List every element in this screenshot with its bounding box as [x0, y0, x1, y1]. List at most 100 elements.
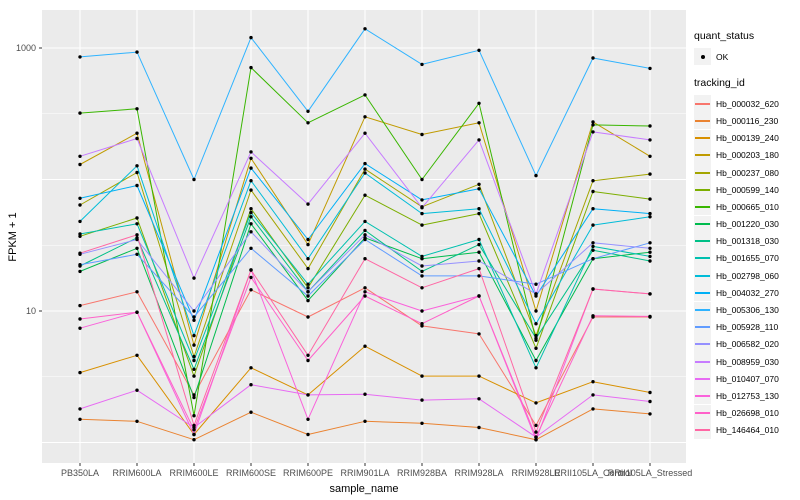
data-point [420, 374, 424, 378]
data-point [591, 123, 595, 127]
line-key-icon [694, 215, 711, 233]
legend-item-label: Hb_001220_030 [716, 219, 779, 230]
data-point [249, 230, 253, 234]
legend-item-Hb_004032_270: Hb_004032_270 [694, 284, 798, 302]
data-point [363, 161, 367, 166]
data-point [78, 263, 82, 267]
data-point [306, 417, 310, 421]
data-point [648, 250, 652, 254]
data-point [78, 251, 82, 255]
data-point [306, 286, 310, 290]
legend-item-label: Hb_000203_180 [716, 150, 779, 161]
x-tick-label-RRIM600PE: RRIM600PE [282, 468, 334, 478]
x-tick-label-RRIM928LA: RRIM928LA [454, 468, 504, 478]
data-point [192, 423, 196, 428]
point-key-icon [694, 48, 711, 66]
data-point [78, 162, 82, 167]
data-point [192, 276, 196, 280]
data-point [648, 399, 652, 404]
x-tick-label-RRIM928LE: RRIM928LE [511, 468, 561, 478]
data-point [78, 303, 82, 308]
data-point [306, 202, 310, 206]
legend-item-Hb_000032_620: Hb_000032_620 [694, 95, 798, 113]
data-point [135, 170, 139, 175]
data-point [534, 401, 538, 405]
data-point [363, 115, 367, 119]
data-point [648, 138, 652, 142]
data-point [477, 250, 481, 254]
data-point [249, 179, 253, 183]
data-point [477, 207, 481, 211]
x-tick-label-PB350LA: PB350LA [60, 468, 100, 478]
data-point [363, 193, 367, 197]
y-tick-label-10: 10 [25, 306, 36, 316]
data-point [477, 332, 481, 336]
data-point [306, 257, 310, 261]
data-point [135, 419, 139, 423]
data-point [249, 383, 253, 387]
data-point [249, 156, 253, 160]
legend-item-label: Hb_000237_080 [716, 167, 779, 178]
legend-item-Hb_000237_080: Hb_000237_080 [694, 164, 798, 182]
data-point [534, 309, 538, 313]
data-point [534, 336, 538, 340]
data-point [534, 322, 538, 326]
line-key-icon [694, 404, 711, 422]
data-point [135, 183, 139, 188]
data-point [477, 121, 481, 125]
data-point [192, 177, 196, 182]
data-point [477, 211, 481, 216]
legend-item-Hb_026698_010: Hb_026698_010 [694, 404, 798, 422]
data-point [477, 274, 481, 278]
legend-item-Hb_005306_130: Hb_005306_130 [694, 301, 798, 319]
data-point [306, 266, 310, 271]
data-point [78, 417, 82, 421]
data-point [534, 346, 538, 350]
data-point [534, 366, 538, 370]
line-key-icon [694, 284, 711, 302]
data-point [420, 286, 424, 290]
legend-item-label: Hb_000032_620 [716, 98, 779, 109]
data-point [249, 410, 253, 414]
data-point [249, 275, 253, 280]
data-point [363, 257, 367, 261]
x-axis-title: sample_name [329, 483, 399, 495]
data-point [249, 188, 253, 192]
data-point [420, 223, 424, 227]
x-tick-label-RRII105LA_Control: RRII105LA_Control [553, 468, 633, 478]
line-key-icon [694, 249, 711, 267]
data-point [420, 177, 424, 182]
legend-item-label: Hb_146464_010 [716, 425, 779, 436]
line-key-icon [694, 164, 711, 182]
data-point [192, 318, 196, 322]
line-key-icon [694, 370, 711, 388]
data-point [249, 35, 253, 40]
data-point [477, 101, 481, 106]
data-point [477, 397, 481, 401]
data-point [648, 241, 652, 245]
data-point [363, 219, 367, 224]
legend-item-label: Hb_012753_130 [716, 390, 779, 401]
data-point [420, 62, 424, 67]
data-point [648, 259, 652, 263]
data-point [648, 215, 652, 219]
legend-item-ok: OK [694, 48, 798, 66]
data-point [420, 132, 424, 137]
data-point [249, 246, 253, 250]
line-key-icon [694, 335, 711, 353]
data-point [306, 358, 310, 363]
line-key-icon [694, 95, 711, 113]
data-point [249, 288, 253, 292]
data-point [591, 287, 595, 291]
data-point [249, 150, 253, 154]
data-point [534, 430, 538, 434]
data-point [78, 326, 82, 330]
legend-item-Hb_008959_030: Hb_008959_030 [694, 353, 798, 371]
data-point [363, 286, 367, 290]
data-point [306, 393, 310, 397]
data-point [534, 358, 538, 363]
data-point [249, 268, 253, 272]
data-point [477, 187, 481, 191]
legend-item-label: Hb_000665_010 [716, 201, 779, 212]
